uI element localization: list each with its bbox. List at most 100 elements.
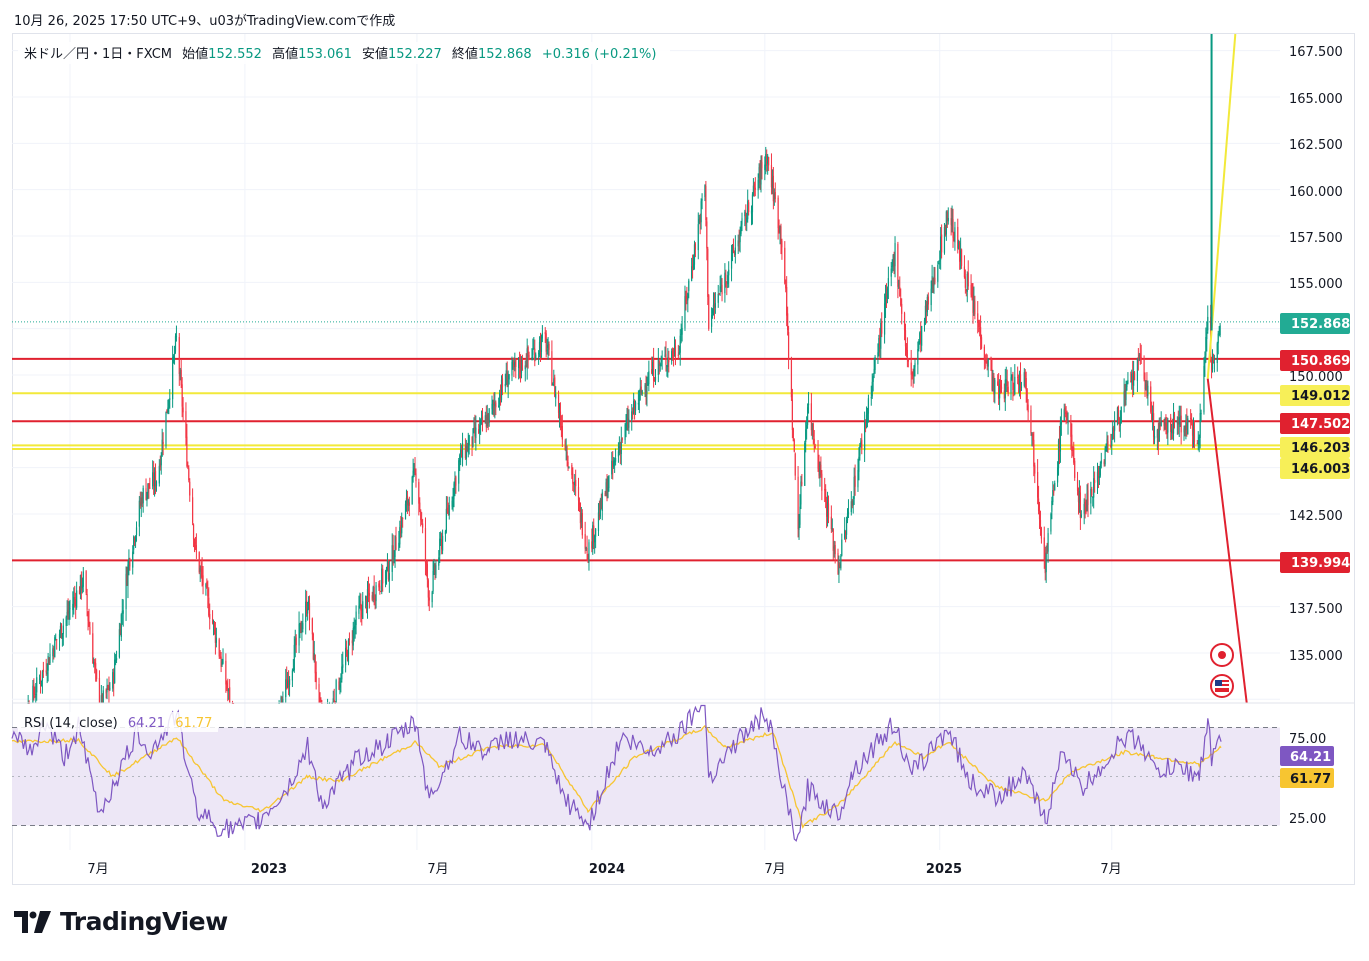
candle-body [1140,357,1142,359]
candle-body [1138,355,1140,357]
candle-body [298,623,300,646]
candle-body [826,502,829,517]
tradingview-logo[interactable]: TradingView [14,907,228,936]
rsi-legend[interactable]: RSI (14, close) 64.21 61.77 [18,712,218,732]
candle-body [777,197,779,229]
candle-body [898,287,900,289]
candle-body [606,481,608,499]
candle-body [458,460,460,484]
candle-body [354,625,356,629]
rsi-value-tag [1280,746,1334,766]
candle-body [494,403,496,407]
candle-body [225,660,227,685]
candle-body [905,347,908,351]
candle-body [946,212,948,221]
candle-body [212,621,215,625]
candle-body [505,370,507,384]
svg-text:RSI (14, close) 64.21: RSI (14, close) 64.21 61.77 [24,716,212,731]
candle-body [1132,372,1134,386]
candle-body [138,500,140,527]
price-axis[interactable]: 167.500 165.000 162.500 160.000 157.500 … [1289,45,1343,664]
candle-body [637,402,639,405]
candle-body [480,417,483,419]
candle-body [385,567,388,574]
jp-flag-icon[interactable] [1210,643,1234,667]
candle-body [1157,428,1159,443]
candle-body [526,348,528,367]
candle-body [341,666,343,680]
candle-body [1125,389,1127,400]
candle-body [444,531,447,535]
candle-body [300,622,302,633]
candle-body [594,536,596,542]
candle-body [877,352,879,358]
candle-body [613,460,615,467]
candle-body [1110,445,1112,448]
candle-body [694,243,697,250]
candle-body [142,488,144,504]
candle-body [372,587,374,599]
candle-body [634,402,637,411]
candle-body [214,627,217,643]
candle-body [52,648,54,657]
candle-body [154,470,157,487]
candle-body [664,354,666,357]
candle-body [668,357,670,363]
candle-body [81,585,83,589]
candle-body [1104,449,1106,465]
candle-body [997,381,999,386]
candle-body [601,492,603,512]
candle-body [1178,417,1180,425]
candle-body [394,535,396,558]
candle-body [392,545,394,564]
candle-body [207,589,209,597]
candle-body [515,359,517,367]
us-flag-icon[interactable] [1210,674,1234,698]
candle-body [74,597,76,599]
candle-body [153,472,156,487]
candle-body [1074,460,1076,478]
candle-body [814,445,816,449]
event-markers[interactable] [1210,643,1234,698]
candle-body [726,282,728,284]
candle-body [535,354,537,360]
candle-body [491,403,493,410]
candle-body [859,445,861,456]
candle-body [420,510,422,521]
candle-body [475,427,477,439]
candle-body [368,593,370,596]
candle-body [434,566,436,574]
candle-body [318,684,320,693]
candle-body [340,680,342,683]
candle-body [1191,423,1194,436]
candle-body [88,620,90,626]
candle-body [780,226,782,243]
candle-body [786,287,788,316]
candle-body [521,357,524,370]
candle-body [657,359,659,375]
candle-body [810,403,812,431]
candle-body [721,284,723,295]
candle-body [293,644,295,671]
candle-body [174,336,177,352]
candle-body [761,162,763,169]
candle-body [1130,380,1132,382]
last-price-label: 152.868 [1291,317,1350,332]
candle-body [685,295,687,299]
candle-body [881,321,883,334]
candle-body [62,625,64,634]
candle-body [220,656,222,667]
candle-body [353,626,355,630]
time-axis[interactable]: 7月 2023 7月 2024 7月 2025 7月 [87,862,1121,877]
symbol-legend[interactable]: 米ドル／円・1日・FXCM 始値152.552 高値153.061 安値152.… [18,42,670,64]
candle-body [681,327,683,335]
candle-body [452,497,454,499]
candle-body [146,491,148,501]
candle-body [706,221,708,249]
candle-body [748,202,750,213]
candle-body [1133,371,1135,386]
candle-body [857,469,859,488]
candle-body [202,575,204,586]
candle-body [492,401,494,406]
